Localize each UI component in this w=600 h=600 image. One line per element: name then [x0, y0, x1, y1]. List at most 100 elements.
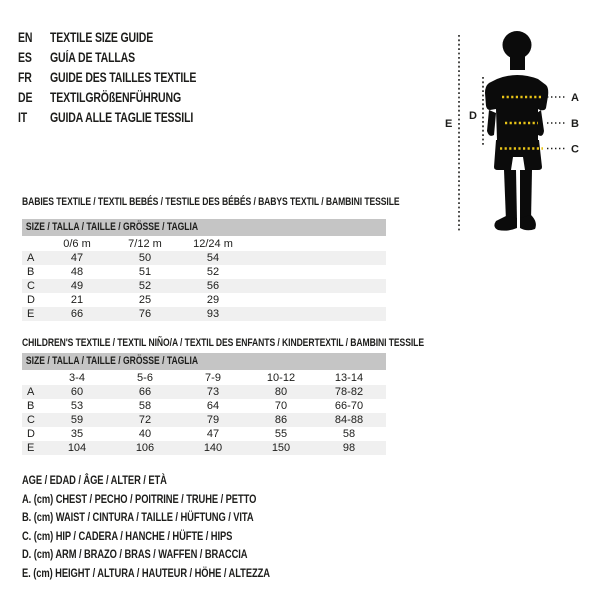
cell-value: 66 [138, 386, 152, 398]
column-header: 7/12 m [128, 237, 162, 250]
cell-value: 21 [70, 294, 84, 306]
language-row: EN TEXTILE SIZE GUIDE [18, 27, 196, 47]
language-code: FR [18, 69, 32, 85]
row-label: D [27, 294, 35, 306]
measure-label-b: B [571, 118, 579, 130]
cell-value: 72 [138, 414, 152, 426]
cell-value: 47 [70, 252, 84, 264]
column-header: 13-14 [334, 371, 364, 384]
cell-value: 80 [274, 386, 288, 398]
cell-value: 48 [70, 266, 84, 278]
measure-label-d: D [469, 110, 477, 122]
cell-value: 54 [206, 252, 220, 264]
column-header: 3-4 [69, 371, 85, 384]
cell-value: 86 [274, 414, 288, 426]
cell-value: 73 [206, 386, 220, 398]
measure-label-e: E [445, 118, 452, 130]
table-row: C 49 52 56 [22, 279, 386, 293]
cell-value: 51 [138, 266, 152, 278]
language-title: TEXTILE SIZE GUIDE [49, 29, 154, 45]
column-header: 7-9 [205, 371, 221, 384]
cell-value: 52 [206, 266, 220, 278]
language-title: GUÍA DE TALLAS [49, 49, 135, 65]
row-label: B [27, 266, 35, 278]
cell-value: 29 [206, 294, 220, 306]
table-row: A 47 50 54 [22, 251, 386, 265]
babies-size-header-bar: SIZE / TALLA / TAILLE / GRÖSSE / TAGLIA [22, 219, 386, 236]
column-header: 12/24 m [193, 237, 233, 250]
language-row: ES GUÍA DE TALLAS [18, 47, 196, 67]
language-code: ES [18, 49, 32, 65]
babies-size-table: SIZE / TALLA / TAILLE / GRÖSSE / TAGLIA … [22, 219, 386, 321]
table-row: A 60 66 73 80 78-82 [22, 385, 386, 399]
child-silhouette-diagram: E D A B C [445, 31, 579, 233]
cell-value: 49 [70, 280, 84, 292]
measure-label-c: C [571, 144, 579, 156]
size-header-label: SIZE / TALLA / TAILLE / GRÖSSE / TAGLIA [25, 221, 199, 233]
cell-value: 70 [274, 400, 288, 412]
cell-value: 106 [135, 442, 155, 454]
measurement-legend: AGE / EDAD / ÂGE / ALTER / ETÀ A. (cm) C… [22, 471, 340, 582]
language-row: DE TEXTILGRÖßENFÜHRUNG [18, 87, 196, 107]
table-row: C 59 72 79 86 84-88 [22, 413, 386, 427]
row-label: A [27, 252, 35, 264]
cell-value: 98 [342, 442, 356, 454]
column-header: 10-12 [266, 371, 296, 384]
cell-value: 79 [206, 414, 220, 426]
size-header-label: SIZE / TALLA / TAILLE / GRÖSSE / TAGLIA [25, 355, 199, 367]
language-title: GUIDA ALLE TAGLIE TESSILI [49, 109, 194, 125]
language-row: IT GUIDA ALLE TAGLIE TESSILI [18, 107, 196, 127]
cell-value: 66-70 [334, 400, 364, 412]
cell-value: 64 [206, 400, 220, 412]
table-row: D 21 25 29 [22, 293, 386, 307]
row-label: B [27, 400, 35, 412]
legend-chest-line: A. (cm) CHEST / PECHO / POITRINE / TRUHE… [22, 491, 257, 506]
cell-value: 56 [206, 280, 220, 292]
cell-value: 60 [70, 386, 84, 398]
column-header: 5-6 [137, 371, 153, 384]
cell-value: 78-82 [334, 386, 364, 398]
row-label: C [27, 280, 35, 292]
cell-value: 59 [70, 414, 84, 426]
cell-value: 66 [70, 308, 84, 320]
child-silhouette [485, 31, 549, 231]
table-row: E 66 76 93 [22, 307, 386, 321]
legend-age-line: AGE / EDAD / ÂGE / ALTER / ETÀ [22, 473, 167, 488]
legend-height-line: E. (cm) HEIGHT / ALTURA / HAUTEUR / HÖHE… [22, 565, 270, 580]
cell-value: 140 [203, 442, 223, 454]
children-column-header-row: 3-4 5-6 7-9 10-12 13-14 [22, 370, 386, 385]
language-row: FR GUIDE DES TAILLES TEXTILE [18, 67, 196, 87]
cell-value: 53 [70, 400, 84, 412]
cell-value: 52 [138, 280, 152, 292]
cell-value: 84-88 [334, 414, 364, 426]
babies-column-header-row: 0/6 m 7/12 m 12/24 m [22, 236, 386, 251]
legend-hip-line: C. (cm) HIP / CADERA / HANCHE / HÜFTE / … [22, 528, 233, 543]
cell-value: 58 [342, 428, 356, 440]
row-label: E [27, 442, 35, 454]
cell-value: 35 [70, 428, 84, 440]
cell-value: 50 [138, 252, 152, 264]
language-code: EN [18, 29, 33, 45]
language-title: GUIDE DES TAILLES TEXTILE [49, 69, 197, 85]
legend-arm-line: D. (cm) ARM / BRAZO / BRAS / WAFFEN / BR… [22, 547, 248, 562]
cell-value: 104 [67, 442, 87, 454]
children-section-heading: CHILDREN'S TEXTILE / TEXTIL NIÑO/A / TEX… [22, 337, 424, 349]
language-list: EN TEXTILE SIZE GUIDE ES GUÍA DE TALLAS … [18, 27, 247, 127]
cell-value: 76 [138, 308, 152, 320]
row-label: D [27, 428, 35, 440]
cell-value: 150 [271, 442, 291, 454]
cell-value: 47 [206, 428, 220, 440]
row-label: C [27, 414, 35, 426]
cell-value: 25 [138, 294, 152, 306]
language-title: TEXTILGRÖßENFÜHRUNG [49, 89, 181, 105]
table-row: E 104 106 140 150 98 [22, 441, 386, 455]
children-size-table: SIZE / TALLA / TAILLE / GRÖSSE / TAGLIA … [22, 353, 386, 455]
cell-value: 93 [206, 308, 220, 320]
cell-value: 58 [138, 400, 152, 412]
language-code: DE [18, 89, 33, 105]
language-code: IT [18, 109, 28, 125]
babies-section-heading: BABIES TEXTILE / TEXTIL BEBÉS / TESTILE … [22, 196, 400, 208]
cell-value: 40 [138, 428, 152, 440]
column-header: 0/6 m [63, 237, 91, 250]
table-row: B 53 58 64 70 66-70 [22, 399, 386, 413]
